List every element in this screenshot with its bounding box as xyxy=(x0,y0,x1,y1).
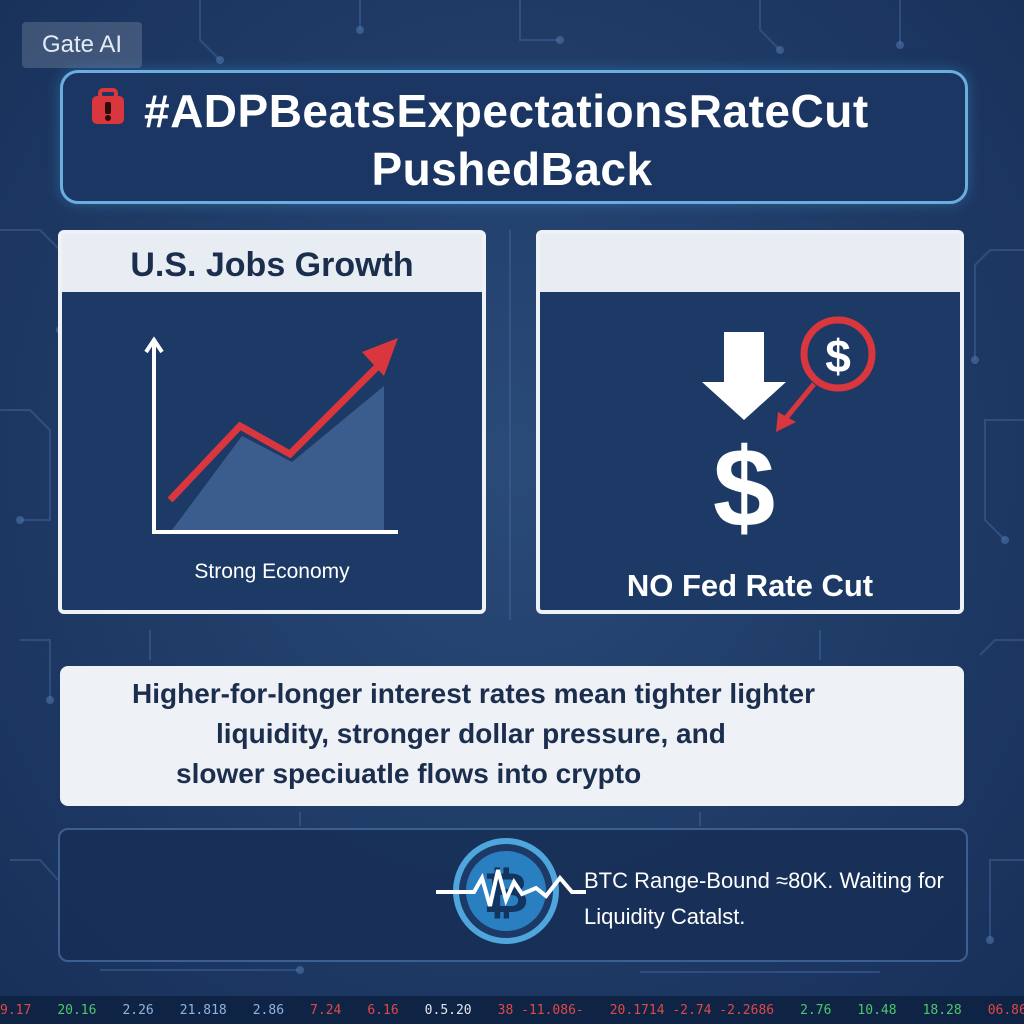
rising-trend-arrow-chart-icon xyxy=(144,336,398,534)
jobs-growth-title: U.S. Jobs Growth xyxy=(62,234,482,292)
headline-banner xyxy=(60,70,968,204)
ticker-value: 0.5.20 xyxy=(424,1002,472,1018)
alarm-siren-icon xyxy=(92,88,124,124)
ticker-value: 20.1714 -2.74 -2.2686 xyxy=(609,1002,775,1018)
description-line-3: slower speciuatle flows into crypto xyxy=(176,758,642,789)
ticker-value: 2.76 xyxy=(800,1002,832,1018)
btc-status-line-1: BTC Range-Bound ≈80K. Waiting for xyxy=(584,868,944,893)
jobs-growth-card: U.S. Jobs Growth Strong Economy xyxy=(58,230,486,614)
ticker-value: 6.16 xyxy=(367,1002,399,1018)
description-line-1: Higher-for-longer interest rates mean ti… xyxy=(132,678,815,709)
ticker-value: 06.86 xyxy=(987,1002,1024,1018)
dollar-down-arrow-icon: $ $ xyxy=(702,316,876,550)
ticker-value: 20.16 xyxy=(57,1002,97,1018)
btc-status-line-2: Liquidity Catalst. xyxy=(584,904,746,929)
ticker-value: 2.26 xyxy=(122,1002,154,1018)
fed-rate-card-header xyxy=(540,234,960,292)
svg-text:$: $ xyxy=(825,330,851,382)
ticker-value: 38 -11.086- xyxy=(497,1002,584,1018)
ticker-value: 10.48 xyxy=(857,1002,897,1018)
headline-title-line-1: #ADPBeatsExpectationsRateCut xyxy=(144,85,869,137)
fed-rate-card: $ $ NO Fed Rate Cut xyxy=(536,230,964,614)
ticker-value: 9.17 xyxy=(0,1002,32,1018)
price-ticker-strip: 9.17 20.16 2.26 21.818 2.86 7.24 6.16 0.5.20 38 … xyxy=(0,996,1024,1024)
ticker-value: 18.28 xyxy=(922,1002,962,1018)
description-line-2: liquidity, stronger dollar pressure, and xyxy=(216,718,726,749)
no-fed-rate-cut-caption: NO Fed Rate Cut xyxy=(626,568,874,603)
svg-text:$: $ xyxy=(713,425,775,550)
ticker-value: 7.24 xyxy=(310,1002,342,1018)
headline-title-line-2: PushedBack xyxy=(371,143,653,195)
ticker-value: 21.818 xyxy=(179,1002,227,1018)
gate-ai-badge: Gate AI xyxy=(22,22,142,68)
bitcoin-heartbeat-icon: ₿ xyxy=(436,838,586,944)
strong-economy-caption: Strong Economy xyxy=(194,560,350,583)
description-panel xyxy=(60,666,964,806)
ticker-value: 2.86 xyxy=(252,1002,285,1018)
